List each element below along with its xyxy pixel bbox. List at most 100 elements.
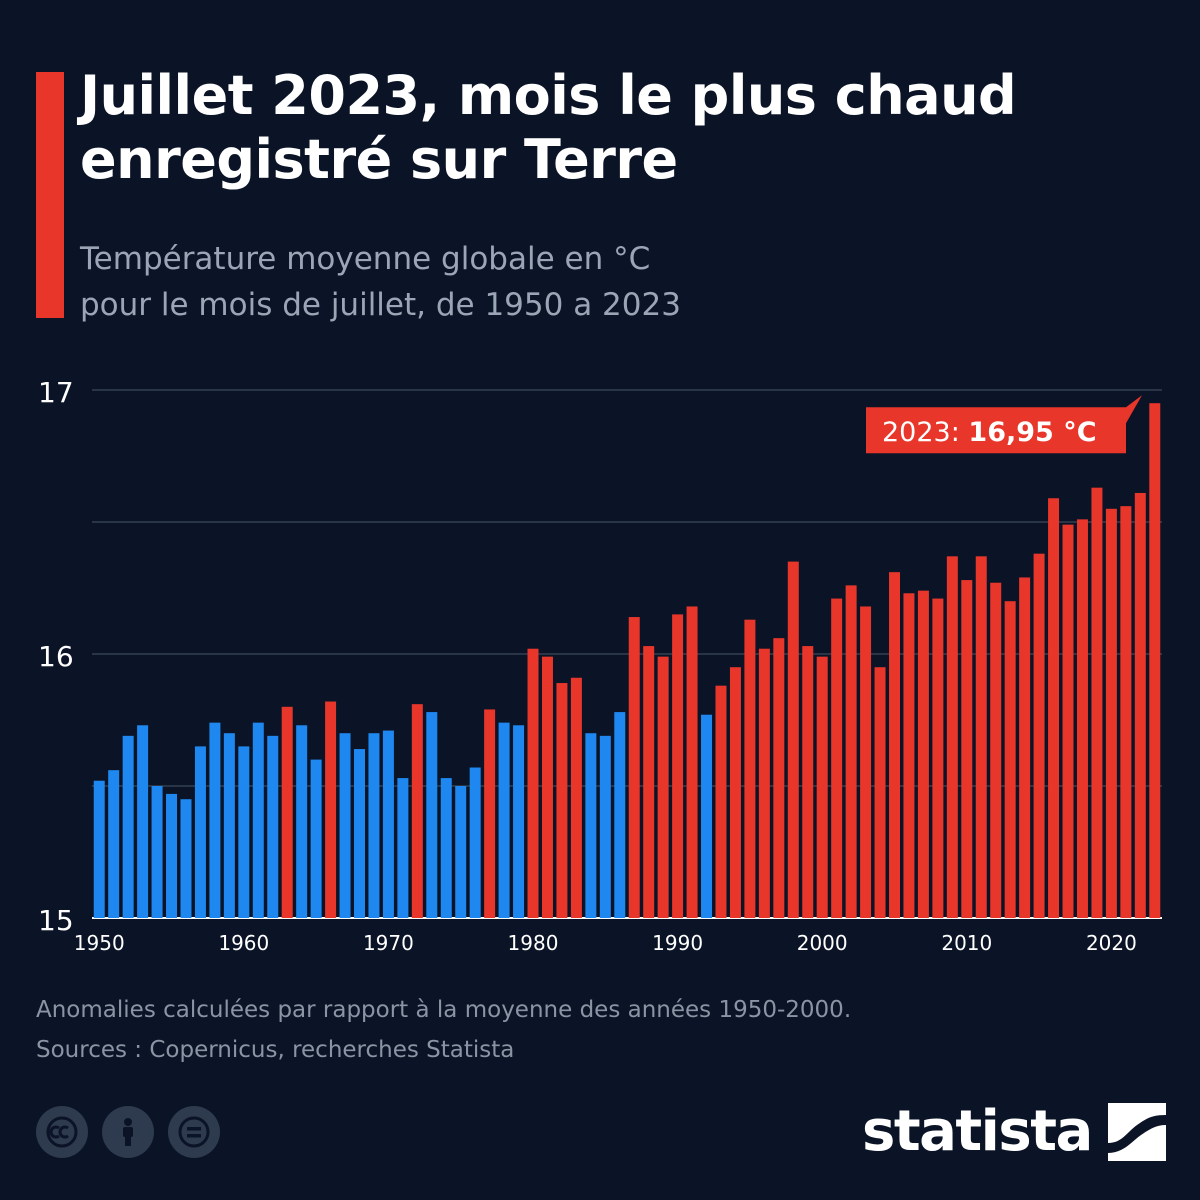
bar-1983[interactable] [570,677,582,918]
bar-1992[interactable] [701,714,713,918]
bar-2004[interactable] [874,667,886,918]
bar-1958[interactable] [209,722,221,918]
bar-1961[interactable] [252,722,264,918]
bar-1997[interactable] [773,638,785,918]
bar-2016[interactable] [1048,498,1060,918]
y-tick-15: 15 [38,904,74,937]
bar-1985[interactable] [599,735,611,918]
bar-1999[interactable] [802,646,814,918]
bar-1993[interactable] [715,685,727,918]
bar-1990[interactable] [672,614,684,918]
bar-2011[interactable] [975,556,987,918]
bar-2023[interactable] [1149,403,1161,918]
x-tick-1950: 1950 [74,931,125,955]
bar-1989[interactable] [657,656,669,918]
bar-1974[interactable] [440,778,452,918]
bar-1975[interactable] [455,786,467,918]
bar-2006[interactable] [903,593,915,918]
statista-logo-icon [1107,1103,1166,1161]
bar-1978[interactable] [498,722,510,918]
bar-2019[interactable] [1091,487,1103,918]
bar-2018[interactable] [1076,519,1088,918]
bar-1963[interactable] [281,706,293,918]
bar-1995[interactable] [744,619,756,918]
bar-1957[interactable] [194,746,206,918]
bar-1959[interactable] [223,733,235,918]
bar-1971[interactable] [397,778,409,918]
bar-1966[interactable] [325,701,337,918]
y-axis-ticks: 15 16 17 [38,376,74,937]
bar-2013[interactable] [1004,601,1016,918]
license-icons [36,1106,220,1158]
bar-1982[interactable] [556,683,568,918]
bar-1953[interactable] [137,725,149,918]
bar-2022[interactable] [1134,492,1146,918]
annotation-year: 2023: [882,417,968,448]
bar-2009[interactable] [946,556,958,918]
bar-2002[interactable] [845,585,857,918]
footnote: Anomalies calculées par rapport à la moy… [36,990,851,1070]
bar-1981[interactable] [541,656,553,918]
bar-1969[interactable] [368,733,380,918]
brand: statista [862,1096,1166,1168]
bar-1962[interactable] [267,735,279,918]
creative-commons-icon[interactable] [36,1106,88,1158]
bar-1980[interactable] [527,648,539,918]
bar-1970[interactable] [382,730,394,918]
brand-name[interactable]: statista [862,1099,1093,1164]
bar-2007[interactable] [917,590,929,918]
bar-2014[interactable] [1019,577,1031,918]
x-axis-ticks: 1950 1960 1970 1980 1990 2000 2010 2020 [74,931,1137,955]
bar-1998[interactable] [787,561,799,918]
annotation-2023: 2023: 16,95 °C [866,395,1142,454]
x-tick-2010: 2010 [941,931,992,955]
bar-2017[interactable] [1062,524,1074,918]
bar-1952[interactable] [122,735,134,918]
bar-1972[interactable] [411,704,423,918]
title-accent-bar [36,72,64,318]
bar-1956[interactable] [180,799,192,918]
bar-1967[interactable] [339,733,351,918]
y-tick-17: 17 [38,376,74,409]
bar-2000[interactable] [816,656,828,918]
bar-1991[interactable] [686,606,698,918]
bar-1955[interactable] [166,793,178,918]
bar-2001[interactable] [831,598,843,918]
bar-1977[interactable] [484,709,496,918]
footnote-sources: Sources : Copernicus, recherches Statist… [36,1037,515,1063]
bar-1964[interactable] [296,725,308,918]
bar-1988[interactable] [643,646,655,918]
bar-1976[interactable] [469,767,481,918]
bar-1960[interactable] [238,746,250,918]
bar-2005[interactable] [889,572,900,918]
bar-2021[interactable] [1120,506,1132,918]
bar-1996[interactable] [758,648,770,918]
bars [93,403,1161,918]
bar-1987[interactable] [628,617,640,918]
footnote-note: Anomalies calculées par rapport à la moy… [36,997,852,1023]
bar-1968[interactable] [354,749,365,918]
bar-2015[interactable] [1033,553,1045,918]
subtitle-line-1: Température moyenne globale en °C [80,241,651,277]
bar-2020[interactable] [1105,508,1117,918]
subtitle: Température moyenne globale en °C pour l… [80,236,1160,328]
no-derivatives-icon[interactable] [168,1106,220,1158]
bar-2008[interactable] [932,598,944,918]
bar-1951[interactable] [108,770,120,918]
bar-2010[interactable] [961,580,973,918]
bar-2012[interactable] [990,582,1002,918]
bar-1979[interactable] [513,725,525,918]
bar-1973[interactable] [426,712,438,918]
bar-1950[interactable] [93,780,105,918]
attribution-icon[interactable] [102,1106,154,1158]
bar-1986[interactable] [614,712,626,918]
bar-1984[interactable] [585,733,597,918]
bar-1965[interactable] [310,759,322,918]
bar-2003[interactable] [860,606,872,918]
y-tick-16: 16 [38,640,74,673]
bar-1954[interactable] [151,786,163,918]
annotation-box [866,395,1142,454]
bar-1994[interactable] [729,667,741,918]
